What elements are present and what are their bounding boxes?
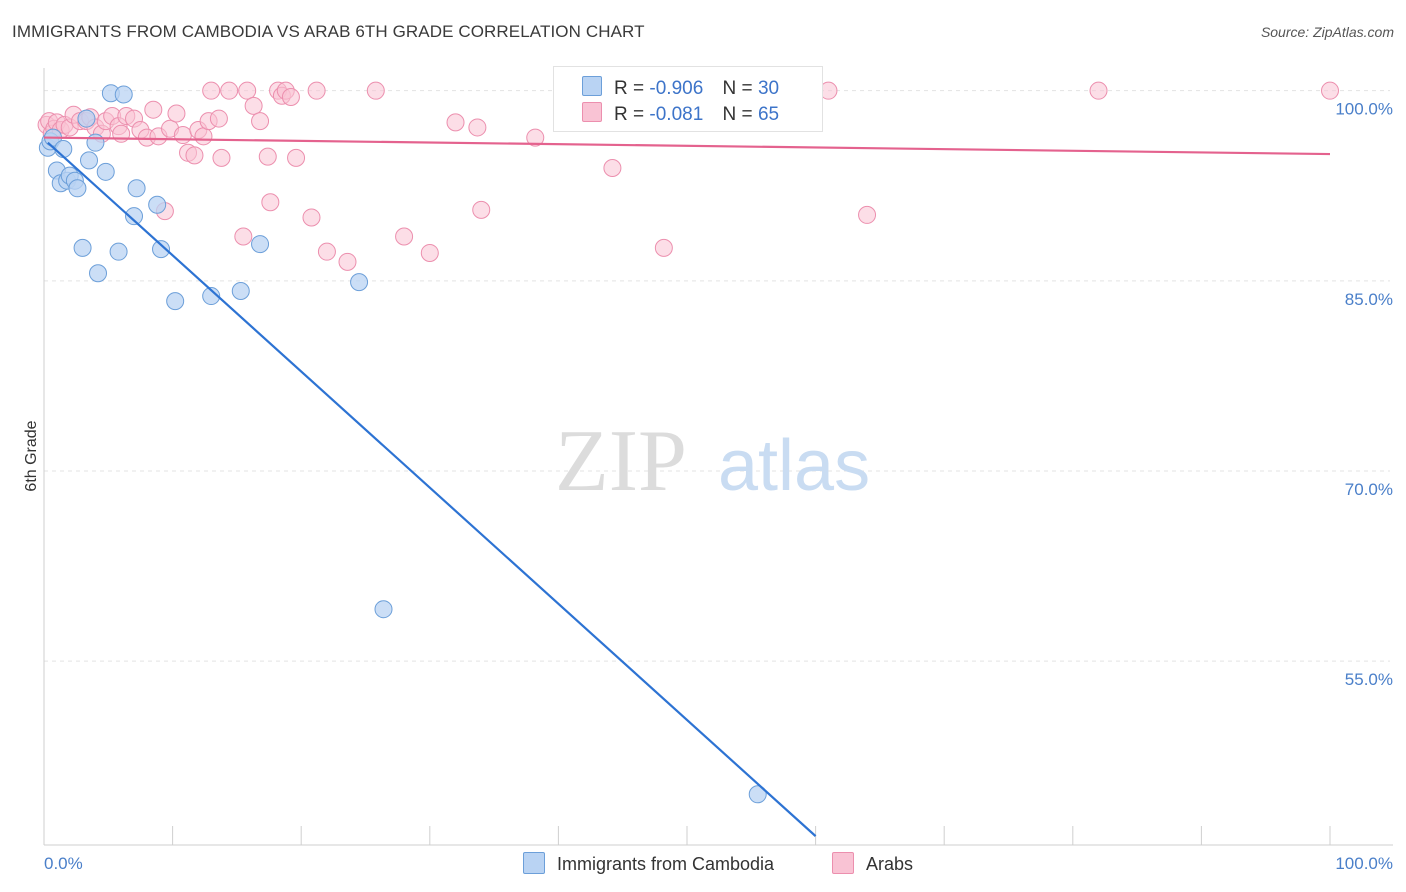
cambodia-point — [77, 109, 96, 128]
arabs-point — [202, 81, 221, 100]
arabs-point — [194, 127, 213, 146]
arabs-point — [173, 126, 192, 145]
cambodia-point — [152, 240, 171, 259]
cambodia-trend-line — [47, 141, 817, 837]
arabs-point — [212, 148, 231, 167]
arabs-point — [858, 205, 877, 224]
bottom-legend-label-cambodia: Immigrants from Cambodia — [557, 854, 775, 874]
arabs-point — [446, 113, 465, 132]
axes — [43, 68, 1393, 846]
arabs-point — [307, 81, 326, 100]
arabs-point — [1089, 81, 1108, 100]
arabs-point — [234, 227, 253, 246]
arabs-point — [1321, 81, 1339, 100]
cambodia-point — [350, 273, 369, 292]
arabs-point — [238, 81, 257, 100]
y-tick-label: 55.0% — [1345, 670, 1393, 689]
y-tick-label: 100.0% — [1335, 100, 1393, 119]
arabs-point — [526, 128, 545, 147]
x-tick-label-max: 100.0% — [1335, 854, 1393, 873]
cambodia-point — [166, 292, 185, 311]
legend-r-value: -0.906 — [649, 78, 704, 99]
arabs-point — [220, 81, 239, 100]
legend-r-value: -0.081 — [649, 104, 704, 125]
cambodia-point — [748, 785, 767, 804]
watermark-atlas: atlas — [718, 426, 870, 506]
chart-source: Source: ZipAtlas.com — [1260, 24, 1394, 40]
legend-row-cambodia: R = -0.906 N = 30 — [582, 76, 779, 100]
bottom-legend-swatch-arabs — [832, 852, 854, 874]
cambodia-point — [86, 133, 105, 152]
arabs-point — [251, 112, 270, 131]
arabs-point — [468, 118, 487, 137]
trend-lines — [43, 136, 1331, 837]
cambodia-point — [96, 162, 115, 181]
arabs-point — [258, 147, 277, 166]
arabs-point — [185, 146, 204, 165]
legend-n-value: 30 — [757, 78, 780, 99]
watermark: ZIP atlas — [555, 413, 870, 510]
bottom-legend-arabs: Arabs — [832, 852, 913, 875]
cambodia-point — [114, 85, 133, 104]
arabs-point — [603, 159, 622, 178]
arabs-point — [317, 242, 336, 261]
legend-swatch-cambodia — [582, 76, 602, 96]
cambodia-point — [73, 238, 92, 257]
arabs-trend-line — [43, 136, 1331, 156]
arabs-point — [167, 104, 186, 123]
arabs-point — [287, 148, 306, 167]
cambodia-point — [231, 281, 250, 300]
arabs-point — [654, 238, 673, 257]
arabs-point — [472, 200, 491, 219]
cambodia-point — [68, 179, 87, 198]
legend-n-label: N = — [722, 78, 753, 99]
grid — [44, 90, 1390, 662]
arabs-point — [395, 227, 414, 246]
arabs-point — [209, 109, 228, 128]
arabs-point — [366, 81, 385, 100]
y-tick-label: 70.0% — [1345, 480, 1393, 499]
stats-legend: R = -0.906 N = 30 R = -0.081 N = 65 — [553, 66, 823, 132]
bottom-legend-cambodia: Immigrants from Cambodia — [523, 852, 774, 875]
y-tick-label: 85.0% — [1345, 290, 1393, 309]
legend-swatch-arabs — [582, 102, 602, 122]
x-tick-label-min: 0.0% — [44, 854, 83, 873]
cambodia-point — [148, 195, 167, 214]
arabs-point — [302, 208, 321, 227]
bottom-legend-label-arabs: Arabs — [866, 854, 914, 874]
arabs-point — [144, 100, 163, 119]
cambodia-point — [127, 179, 146, 198]
cambodia-point — [251, 235, 270, 254]
legend-n-label: N = — [722, 104, 753, 125]
cambodia-point — [202, 287, 221, 306]
legend-r-label: R = — [614, 104, 645, 125]
chart-title: IMMIGRANTS FROM CAMBODIA VS ARAB 6TH GRA… — [12, 22, 645, 41]
y-tick-labels: 100.0% 85.0% 70.0% 55.0% — [1335, 100, 1393, 689]
arabs-point — [338, 252, 357, 271]
cambodia-point — [80, 151, 99, 170]
y-axis-label: 6th Grade — [23, 420, 40, 491]
arabs-point — [420, 243, 439, 262]
legend-row-arabs: R = -0.081 N = 65 — [582, 102, 779, 126]
cambodia-point — [374, 600, 393, 619]
arabs-point — [281, 88, 300, 107]
bottom-legend-swatch-cambodia — [523, 852, 545, 874]
legend-r-label: R = — [614, 78, 645, 99]
legend-n-value: 65 — [757, 104, 780, 125]
cambodia-point — [125, 207, 144, 226]
watermark-zip: ZIP — [555, 413, 687, 510]
cambodia-point — [54, 139, 73, 158]
cambodia-point — [109, 242, 128, 261]
arabs-point — [261, 193, 280, 212]
cambodia-point — [89, 264, 108, 283]
arabs-point — [244, 96, 263, 115]
arabs-points — [37, 81, 1339, 271]
